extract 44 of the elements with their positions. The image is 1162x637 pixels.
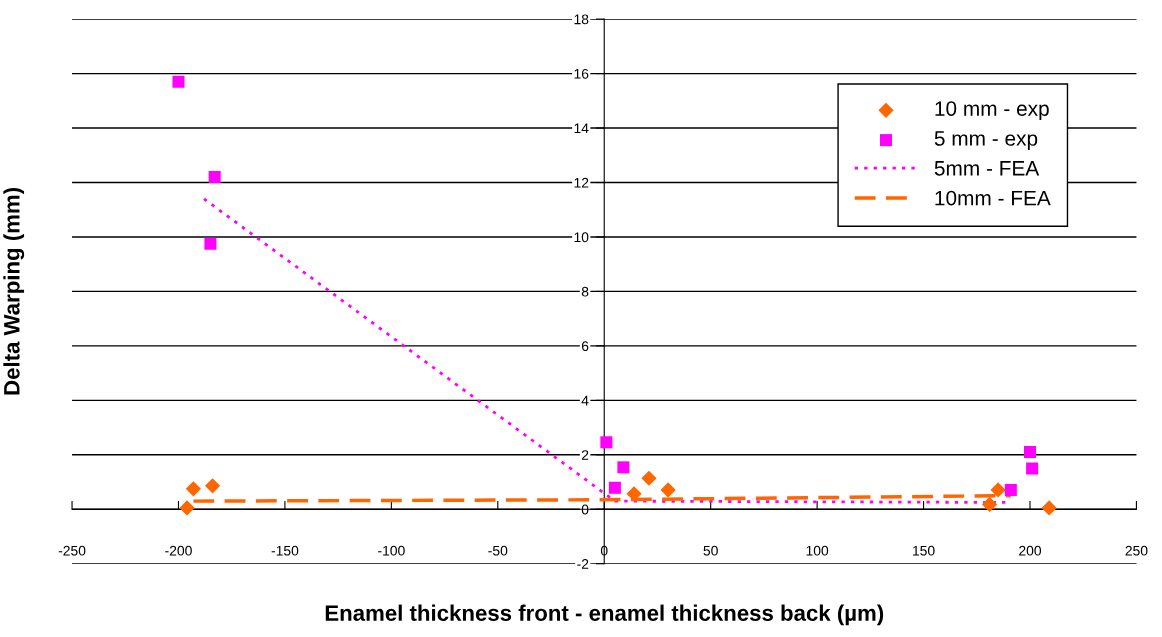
point	[617, 461, 630, 474]
point	[204, 237, 217, 250]
y-tick-label: 2	[581, 450, 589, 460]
legend-label: 5 mm - exp	[934, 131, 1038, 150]
y-tick-label: 12	[574, 177, 589, 188]
point	[1023, 446, 1037, 459]
x-tick-label: 200	[1019, 545, 1042, 556]
point	[981, 496, 998, 512]
x-axis-title: Enamel thickness front - enamel thickness back (µm)	[325, 604, 884, 626]
legend-label: 5mm - FEA	[934, 161, 1040, 176]
point	[172, 75, 185, 88]
x-tick-label: -200	[165, 545, 192, 556]
x-tick-label: -100	[378, 545, 405, 556]
y-tick-label: 14	[574, 123, 589, 134]
x-tick-label: 250	[1125, 545, 1148, 556]
point	[204, 478, 221, 494]
point	[179, 500, 195, 516]
y-tick-label: 6	[581, 341, 589, 352]
point	[600, 436, 613, 449]
y-tick-label: 4	[581, 395, 589, 406]
point	[185, 481, 201, 497]
x-tick-label: 100	[806, 545, 829, 556]
point	[1026, 462, 1039, 475]
y-tick-label: 10	[574, 232, 589, 243]
point	[1041, 500, 1057, 516]
legend-label: 10mm - FEA	[935, 190, 1051, 206]
x-tick-label: 50	[703, 545, 718, 556]
x-tick-label: -150	[271, 545, 299, 556]
point	[608, 481, 621, 494]
point	[1004, 483, 1017, 496]
y-tick-label: 8	[581, 286, 589, 297]
y-tick-label: 16	[574, 68, 589, 79]
y-tick-label: -2	[577, 559, 589, 569]
y-axis-title: Delta Warping (mm)	[3, 188, 25, 395]
point	[641, 470, 657, 486]
x-tick-label: -250	[58, 545, 86, 556]
point	[990, 482, 1006, 498]
point	[660, 482, 676, 498]
y-tick-label: 18	[574, 14, 589, 25]
point	[626, 486, 642, 502]
legend-label: 10 mm - exp	[935, 101, 1049, 121]
point	[208, 171, 221, 184]
x-tick-label: -50	[488, 545, 508, 556]
x-tick-label: 150	[913, 545, 935, 556]
